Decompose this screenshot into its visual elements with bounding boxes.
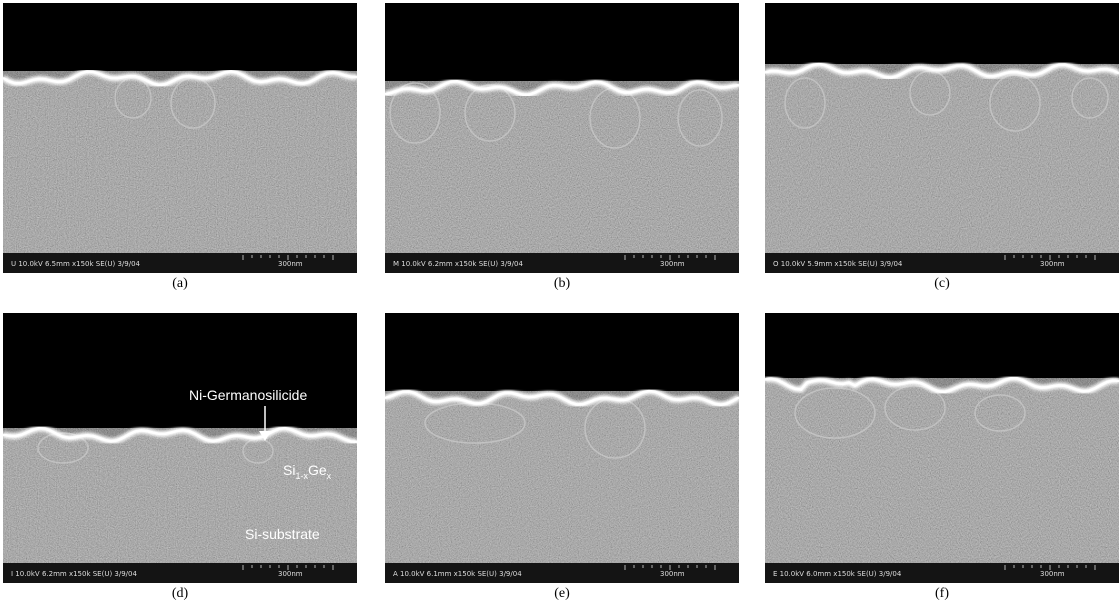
sem-panel: U 10.0kV 6.5mm x150k SE(U) 3/9/04 300nm (3, 3, 357, 273)
scale-text: 300nm (660, 570, 685, 578)
sem-image: M 10.0kV 6.2mm x150k SE(U) 3/9/04 300nm (385, 3, 739, 273)
sem-panel: E 10.0kV 6.0mm x150k SE(U) 3/9/04 300nm (765, 313, 1119, 583)
panel-label: (b) (385, 276, 739, 292)
substrate-noise (385, 81, 739, 253)
info-text: A 10.0kV 6.1mm x150k SE(U) 3/9/04 (393, 570, 522, 578)
scale-text: 300nm (1040, 570, 1065, 578)
substrate-noise (765, 378, 1119, 563)
sem-image: A 10.0kV 6.1mm x150k SE(U) 3/9/04 300nm (385, 313, 739, 583)
sem-image: U 10.0kV 6.5mm x150k SE(U) 3/9/04 300nm (3, 3, 357, 273)
panel-label: (c) (765, 276, 1119, 292)
scale-text: 300nm (278, 570, 303, 578)
annotation: Si-substrate (245, 526, 320, 542)
annotation: Ni-Germanosilicide (189, 387, 307, 403)
sem-image: I 10.0kV 6.2mm x150k SE(U) 3/9/04 300nm Ni… (3, 313, 357, 583)
substrate-noise (765, 64, 1119, 253)
scale-text: 300nm (660, 260, 685, 268)
info-text: M 10.0kV 6.2mm x150k SE(U) 3/9/04 (393, 260, 523, 268)
info-text: I 10.0kV 6.2mm x150k SE(U) 3/9/04 (11, 570, 137, 578)
info-text: U 10.0kV 6.5mm x150k SE(U) 3/9/04 (11, 260, 141, 268)
annotation-sub: x (327, 471, 332, 481)
sem-panel: A 10.0kV 6.1mm x150k SE(U) 3/9/04 300nm (385, 313, 739, 583)
substrate-noise (3, 71, 357, 253)
annotation-part: Ge (308, 462, 327, 478)
panel-label: (e) (385, 586, 739, 602)
substrate-noise (385, 391, 739, 563)
info-text: E 10.0kV 6.0mm x150k SE(U) 3/9/04 (773, 570, 902, 578)
annotation-sub: 1-x (295, 471, 308, 481)
figure: U 10.0kV 6.5mm x150k SE(U) 3/9/04 300nm (a… (0, 0, 1120, 609)
info-text: O 10.0kV 5.9mm x150k SE(U) 3/9/04 (773, 260, 903, 268)
annotation-part: Si (283, 462, 295, 478)
sem-image: O 10.0kV 5.9mm x150k SE(U) 3/9/04 300nm (765, 3, 1119, 273)
scale-text: 300nm (278, 260, 303, 268)
sem-panel: M 10.0kV 6.2mm x150k SE(U) 3/9/04 300nm (385, 3, 739, 273)
sem-panel: I 10.0kV 6.2mm x150k SE(U) 3/9/04 300nm Ni… (3, 313, 357, 583)
panel-label: (f) (765, 586, 1119, 602)
panel-label: (a) (3, 276, 357, 292)
scale-text: 300nm (1040, 260, 1065, 268)
panel-label: (d) (3, 586, 357, 602)
sem-panel: O 10.0kV 5.9mm x150k SE(U) 3/9/04 300nm (765, 3, 1119, 273)
sem-image: E 10.0kV 6.0mm x150k SE(U) 3/9/04 300nm (765, 313, 1119, 583)
substrate-noise (3, 428, 357, 563)
